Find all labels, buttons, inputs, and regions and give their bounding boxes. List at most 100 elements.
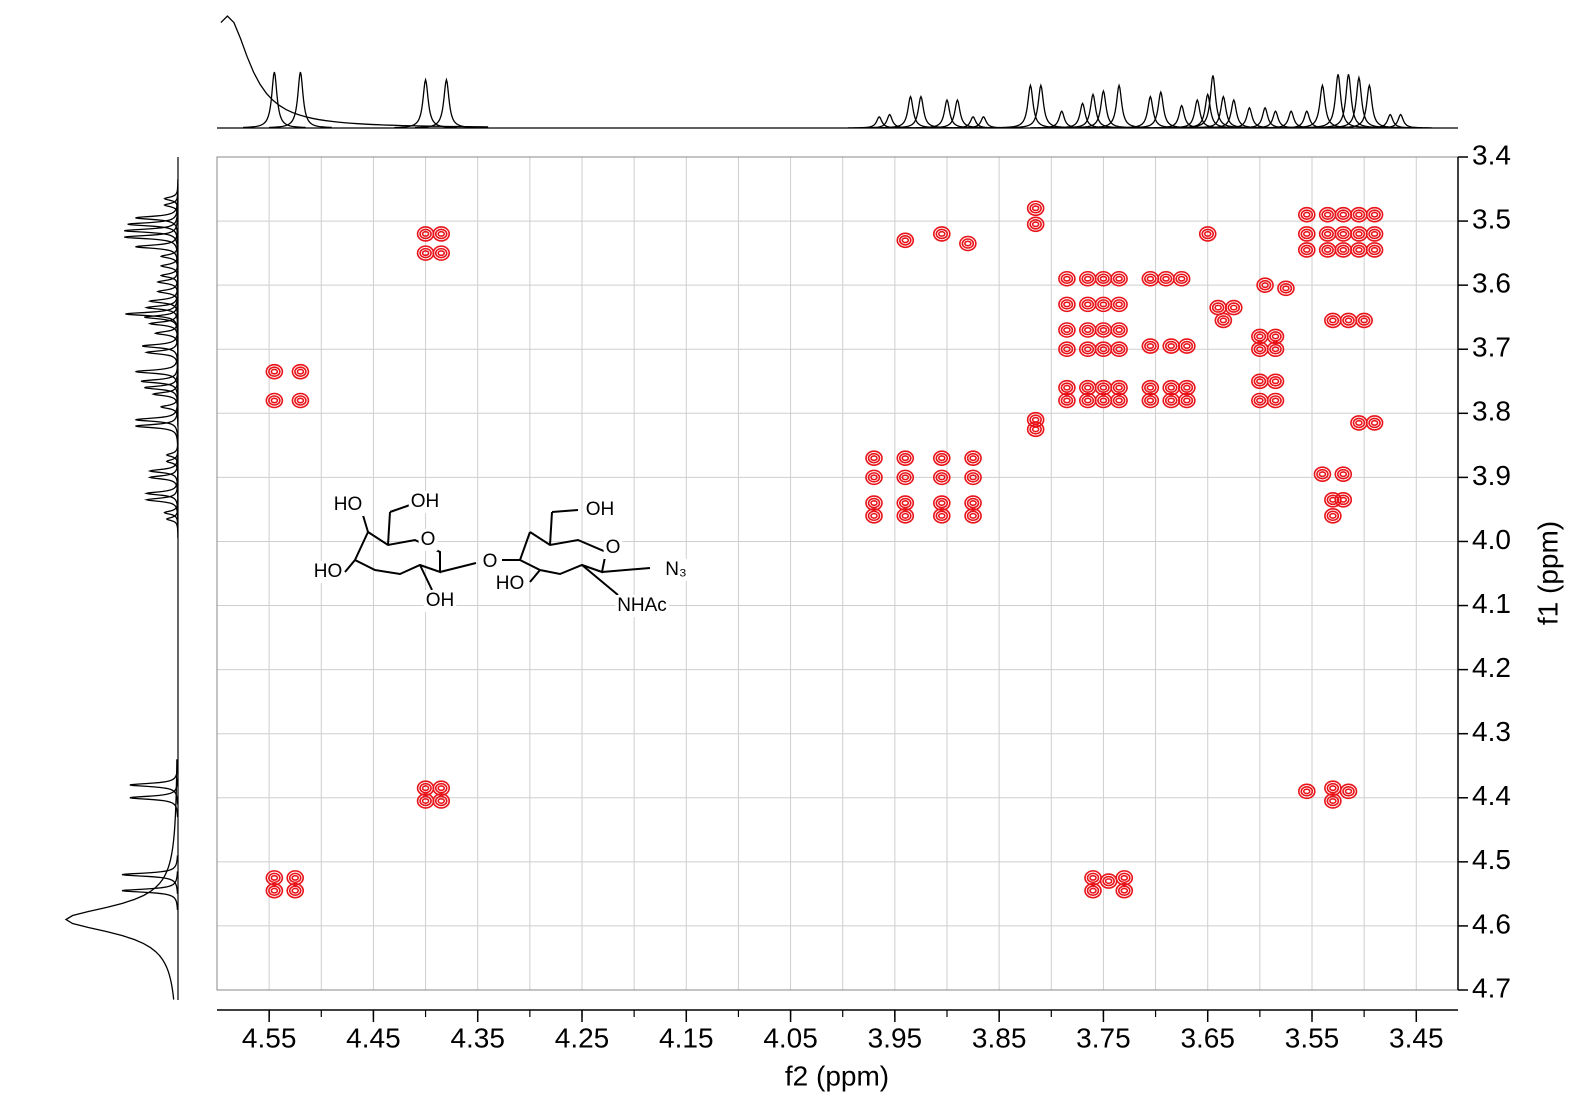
- structure-label: OH: [426, 590, 455, 611]
- cross-peak: [1277, 280, 1295, 297]
- bond: [344, 559, 356, 573]
- contour-ring: [966, 510, 980, 522]
- cross-peak: [1094, 296, 1113, 313]
- contour-ring: [1060, 299, 1074, 310]
- contour-ring: [964, 495, 982, 511]
- contour-ring: [1099, 346, 1108, 353]
- contour-ring: [1219, 317, 1228, 324]
- contour-ring: [1164, 382, 1178, 393]
- contour-ring: [1217, 315, 1230, 326]
- cross-peak: [964, 495, 982, 511]
- cross-peak: [1141, 379, 1160, 396]
- cross-peak: [964, 450, 982, 466]
- top-projection-peak: [1275, 110, 1339, 129]
- contour-ring: [1164, 395, 1178, 406]
- contour-ring: [937, 474, 946, 481]
- contour-ring: [1198, 226, 1217, 242]
- cross-peak: [932, 469, 951, 486]
- contour-ring: [1370, 211, 1379, 218]
- contour-ring: [1099, 397, 1108, 404]
- contour-ring: [1167, 343, 1176, 350]
- contour-ring: [1256, 378, 1264, 385]
- label-backdrop: [603, 537, 623, 559]
- contour-ring: [1323, 211, 1332, 218]
- bond: [419, 564, 433, 591]
- cross-peak: [1084, 882, 1102, 899]
- contour-ring: [1097, 324, 1110, 336]
- contour-ring: [1026, 421, 1045, 438]
- contour-ring: [1321, 244, 1334, 256]
- contour-ring: [1146, 384, 1155, 391]
- contour-ring: [1112, 273, 1126, 285]
- contour-ring: [932, 450, 951, 466]
- structure-label: O: [483, 551, 498, 572]
- y-tick-label: 3.8: [1472, 396, 1511, 427]
- contour-ring: [898, 510, 912, 522]
- cross-peak: [1365, 226, 1384, 242]
- contour-ring: [1269, 395, 1282, 406]
- contour-ring: [265, 882, 284, 899]
- contour-ring: [296, 397, 305, 404]
- contour-ring: [1370, 230, 1379, 237]
- contour-ring: [1097, 343, 1110, 355]
- contour-ring: [434, 795, 448, 807]
- contour-ring: [1344, 317, 1353, 324]
- contour-ring: [1336, 494, 1350, 506]
- cross-peak: [932, 508, 951, 524]
- contour-ring: [1112, 299, 1126, 310]
- contour-ring: [1329, 785, 1337, 792]
- x-tick-label: 3.45: [1389, 1022, 1444, 1053]
- contour-ring: [419, 782, 432, 794]
- contour-ring: [1214, 312, 1233, 329]
- contour-ring: [1029, 202, 1042, 214]
- contour-ring: [1112, 343, 1126, 355]
- peaks: [265, 200, 1384, 899]
- contour-ring: [932, 508, 951, 524]
- structure-label: N₃: [665, 559, 686, 580]
- contour-ring: [1063, 275, 1071, 282]
- contour-ring: [1297, 206, 1316, 223]
- contour-ring: [1214, 304, 1222, 311]
- contour-ring: [419, 228, 432, 240]
- contour-ring: [1368, 417, 1381, 429]
- contour-ring: [1365, 415, 1384, 431]
- contour-ring: [1081, 324, 1095, 336]
- x-tick-label: 4.55: [242, 1022, 297, 1053]
- contour-ring: [1279, 283, 1293, 294]
- contour-ring: [1256, 333, 1264, 340]
- contour-ring: [1352, 244, 1366, 256]
- contour-ring: [1178, 379, 1196, 396]
- cross-peak: [896, 508, 915, 524]
- contour-ring: [270, 368, 279, 375]
- contour-ring: [1253, 331, 1267, 342]
- contour-ring: [434, 782, 448, 794]
- contour-ring: [1060, 273, 1074, 285]
- contour-ring: [1324, 793, 1342, 809]
- contour-ring: [1086, 872, 1100, 884]
- cross-peak: [896, 469, 915, 486]
- cross-peak: [1141, 338, 1160, 354]
- contour-ring: [1083, 301, 1092, 308]
- contour-ring: [1083, 384, 1092, 391]
- contour-ring: [896, 232, 915, 249]
- contour-ring: [1058, 270, 1076, 287]
- contour-ring: [1282, 285, 1290, 292]
- left-projection-peak: [147, 451, 179, 491]
- cross-peak: [1178, 379, 1196, 396]
- contour-ring: [1339, 230, 1348, 237]
- contour-ring: [901, 237, 910, 244]
- contour-ring: [1271, 346, 1280, 353]
- contour-ring: [964, 450, 982, 466]
- cross-peak: [1026, 421, 1045, 438]
- cross-peak: [896, 450, 915, 466]
- cross-peak: [959, 235, 977, 252]
- contour-ring: [964, 469, 982, 486]
- label-backdrop: [331, 494, 365, 516]
- contour-ring: [935, 472, 949, 483]
- contour-ring: [1261, 282, 1269, 289]
- contour-ring: [432, 793, 451, 809]
- cross-peak: [265, 392, 284, 409]
- cross-peak: [1266, 373, 1285, 390]
- contour-ring: [1339, 783, 1358, 800]
